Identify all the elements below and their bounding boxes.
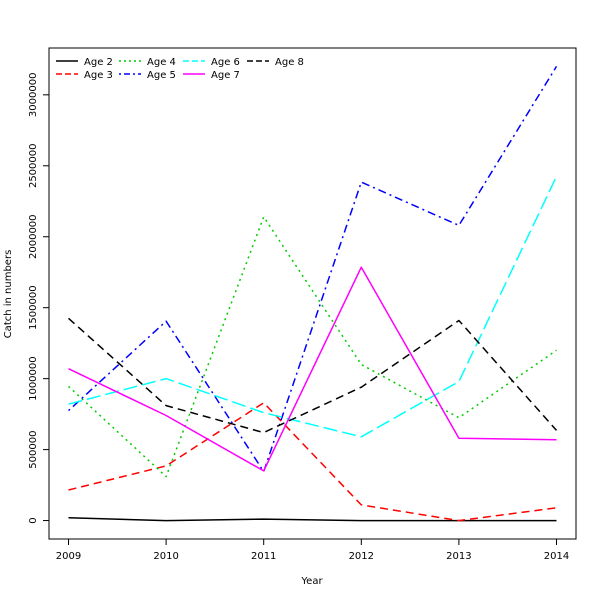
y-axis: 0 500000 1000000 1500000 2000000 2500000 30000… <box>28 73 49 524</box>
x-tick-label: 2009 <box>56 551 81 562</box>
legend-label-age-2: Age 2 <box>84 57 113 68</box>
y-tick-label: 1500000 <box>28 285 39 330</box>
y-axis-title: Catch in numbers <box>3 250 14 339</box>
series-line-age-2 <box>68 516 557 522</box>
x-tick-label: 2011 <box>251 551 276 562</box>
x-tick-label: 2010 <box>153 551 178 562</box>
series-layer <box>67 66 558 522</box>
series-line-age-8 <box>67 317 558 434</box>
x-tick-label: 2014 <box>544 551 569 562</box>
series-line-age-5 <box>67 66 558 473</box>
x-tick-label: 2013 <box>446 551 471 562</box>
legend-label-age-3: Age 3 <box>84 70 113 81</box>
series-line-age-6 <box>68 176 558 438</box>
legend-label-age-8: Age 8 <box>275 57 304 68</box>
legend-label-age-6: Age 6 <box>211 57 240 68</box>
y-tick-label: 0 <box>28 517 39 523</box>
y-tick-label: 3000000 <box>28 73 39 118</box>
y-tick-label: 2000000 <box>28 214 39 259</box>
legend-label-age-4: Age 4 <box>147 57 176 68</box>
y-tick-label: 2500000 <box>28 144 39 189</box>
legend-label-age-7: Age 7 <box>211 70 240 81</box>
series-line-age-4 <box>67 216 557 478</box>
legend: Age 2 Age 3 Age 4 Age 5 Age 6 Age 7 Age 8 <box>56 57 304 81</box>
y-tick-label: 500000 <box>28 431 39 469</box>
x-axis: 2009 2010 2011 2012 2013 2014 <box>56 539 569 562</box>
plot-frame <box>48 47 577 540</box>
series-line-age-7 <box>68 266 557 472</box>
x-tick-label: 2012 <box>349 551 374 562</box>
legend-label-age-5: Age 5 <box>147 70 176 81</box>
y-tick-label: 1000000 <box>28 356 39 401</box>
x-axis-title: Year <box>300 576 323 587</box>
series-line-age-3 <box>68 402 557 522</box>
